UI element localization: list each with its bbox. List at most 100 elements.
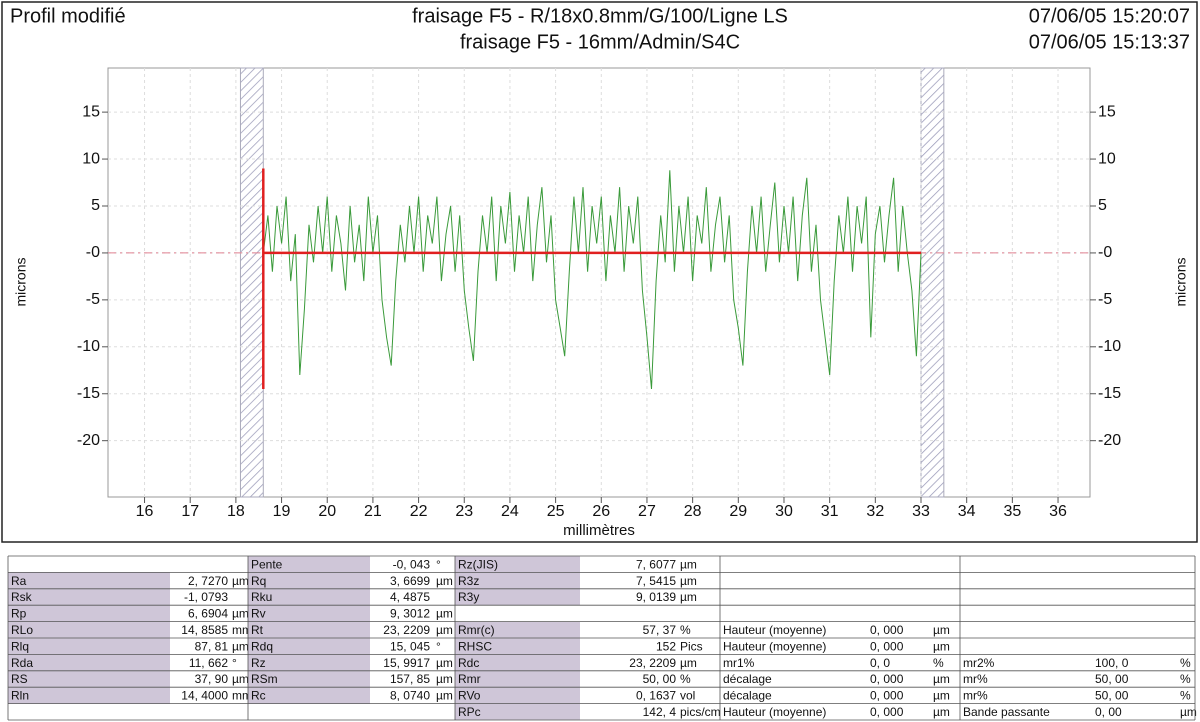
y-tick-label: -10: [1098, 338, 1121, 355]
param-unit: Pics: [680, 639, 703, 653]
param-value: 6, 6904: [188, 607, 228, 621]
param-unit: µm: [436, 656, 453, 670]
x-tick-label: 25: [547, 503, 565, 520]
param-label: RPc: [458, 705, 481, 719]
param-label: décalage: [723, 689, 772, 703]
x-tick-label: 29: [729, 503, 747, 520]
param-unit: vol: [680, 689, 695, 703]
label-cell: [248, 670, 370, 688]
y-tick-label: -15: [77, 385, 100, 402]
param-unit: µm: [436, 574, 453, 588]
label-cell: [8, 605, 170, 622]
param-value: 15, 9917: [383, 656, 430, 670]
param-unit: µm: [680, 574, 697, 588]
param-unit: µm: [680, 590, 697, 604]
param-label: RVo: [458, 689, 481, 703]
label-cell: [455, 556, 580, 573]
x-tick-label: 17: [181, 503, 199, 520]
param-label: Rt: [251, 623, 264, 637]
param-unit: µm: [232, 672, 249, 686]
param-value: 23, 2209: [383, 623, 430, 637]
param-label: R3z: [458, 574, 479, 588]
param-unit: °: [436, 639, 441, 653]
date: 07/06/05 15:13:37: [1029, 31, 1190, 53]
y-tick-label: 10: [1098, 150, 1116, 167]
param-value: 0, 000: [870, 672, 904, 686]
x-tick-label: 24: [501, 503, 519, 520]
param-label: Rz: [251, 656, 266, 670]
param-label: décalage: [723, 672, 772, 686]
param-label: Rz(JIS): [458, 557, 498, 571]
param-value: 0, 000: [870, 689, 904, 703]
subtitle: fraisage F5 - 16mm/Admin/S4C: [460, 31, 740, 53]
chart-title: Profil modifié: [10, 5, 126, 27]
label-cell: [8, 687, 170, 704]
label-cell: [455, 654, 580, 671]
param-value: 14, 8585: [181, 623, 228, 637]
param-unit: %: [1180, 672, 1191, 686]
label-cell: [455, 703, 580, 720]
param-value: 9, 0139: [636, 590, 676, 604]
x-tick-label: 19: [273, 503, 291, 520]
param-label: Rq: [251, 574, 266, 588]
y-tick-label: 5: [1098, 197, 1107, 214]
label-cell: [248, 621, 370, 638]
param-unit: %: [680, 623, 691, 637]
x-tick-label: 32: [866, 503, 884, 520]
label-cell: [8, 670, 170, 688]
param-label: Pente: [251, 557, 283, 571]
y-tick-label: 10: [82, 150, 100, 167]
y-tick-label: -20: [1098, 432, 1121, 449]
param-value: 152: [656, 639, 676, 653]
x-tick-label: 33: [912, 503, 930, 520]
x-tick-label: 34: [958, 503, 976, 520]
param-value: 7, 5415: [636, 574, 676, 588]
param-label: mr%: [963, 689, 988, 703]
label-cell: [8, 621, 170, 638]
label-cell: [455, 621, 580, 638]
param-label: Rc: [251, 689, 266, 703]
param-label: Rku: [251, 590, 272, 604]
x-tick-label: 36: [1049, 503, 1067, 520]
param-label: Hauteur (moyenne): [723, 639, 826, 653]
param-unit: µm: [232, 607, 249, 621]
param-label: mr1%: [723, 656, 755, 670]
x-tick-label: 35: [1003, 503, 1021, 520]
param-unit: µm: [436, 607, 453, 621]
param-value: 0, 000: [870, 639, 904, 653]
y-tick-label: -0: [1098, 244, 1112, 261]
param-value: 0, 0: [870, 656, 890, 670]
param-label: RHSC: [458, 639, 492, 653]
param-label: Rmr: [458, 672, 481, 686]
param-value: 8, 0740: [390, 689, 430, 703]
x-tick-label: 30: [775, 503, 793, 520]
param-label: Rda: [11, 656, 33, 670]
param-label: mr2%: [963, 656, 995, 670]
param-value: 100, 0: [1095, 656, 1129, 670]
label-cell: [248, 654, 370, 671]
param-value: 50, 00: [1095, 672, 1129, 686]
y-tick-label: 5: [91, 197, 100, 214]
x-tick-label: 21: [364, 503, 382, 520]
x-tick-label: 23: [455, 503, 473, 520]
x-axis-label: millimètres: [563, 522, 635, 539]
param-unit: µm: [680, 656, 697, 670]
param-unit: °: [232, 656, 237, 670]
param-value: 87, 81: [195, 639, 229, 653]
param-unit: µm: [933, 672, 950, 686]
param-label: Rdq: [251, 639, 273, 653]
param-value: 11, 662: [189, 656, 228, 670]
label-cell: [248, 638, 370, 655]
excluded-zone: [920, 67, 945, 498]
excluded-zone: [239, 67, 264, 498]
param-value: 0, 000: [870, 705, 904, 719]
y-axis-label: microns: [1173, 257, 1189, 306]
x-tick-label: 18: [227, 503, 245, 520]
param-value: 14, 4000: [181, 689, 228, 703]
param-value: -0, 043: [393, 557, 431, 571]
x-tick-label: 31: [821, 503, 839, 520]
param-label: Ra: [11, 574, 27, 588]
param-unit: mm: [232, 623, 252, 637]
